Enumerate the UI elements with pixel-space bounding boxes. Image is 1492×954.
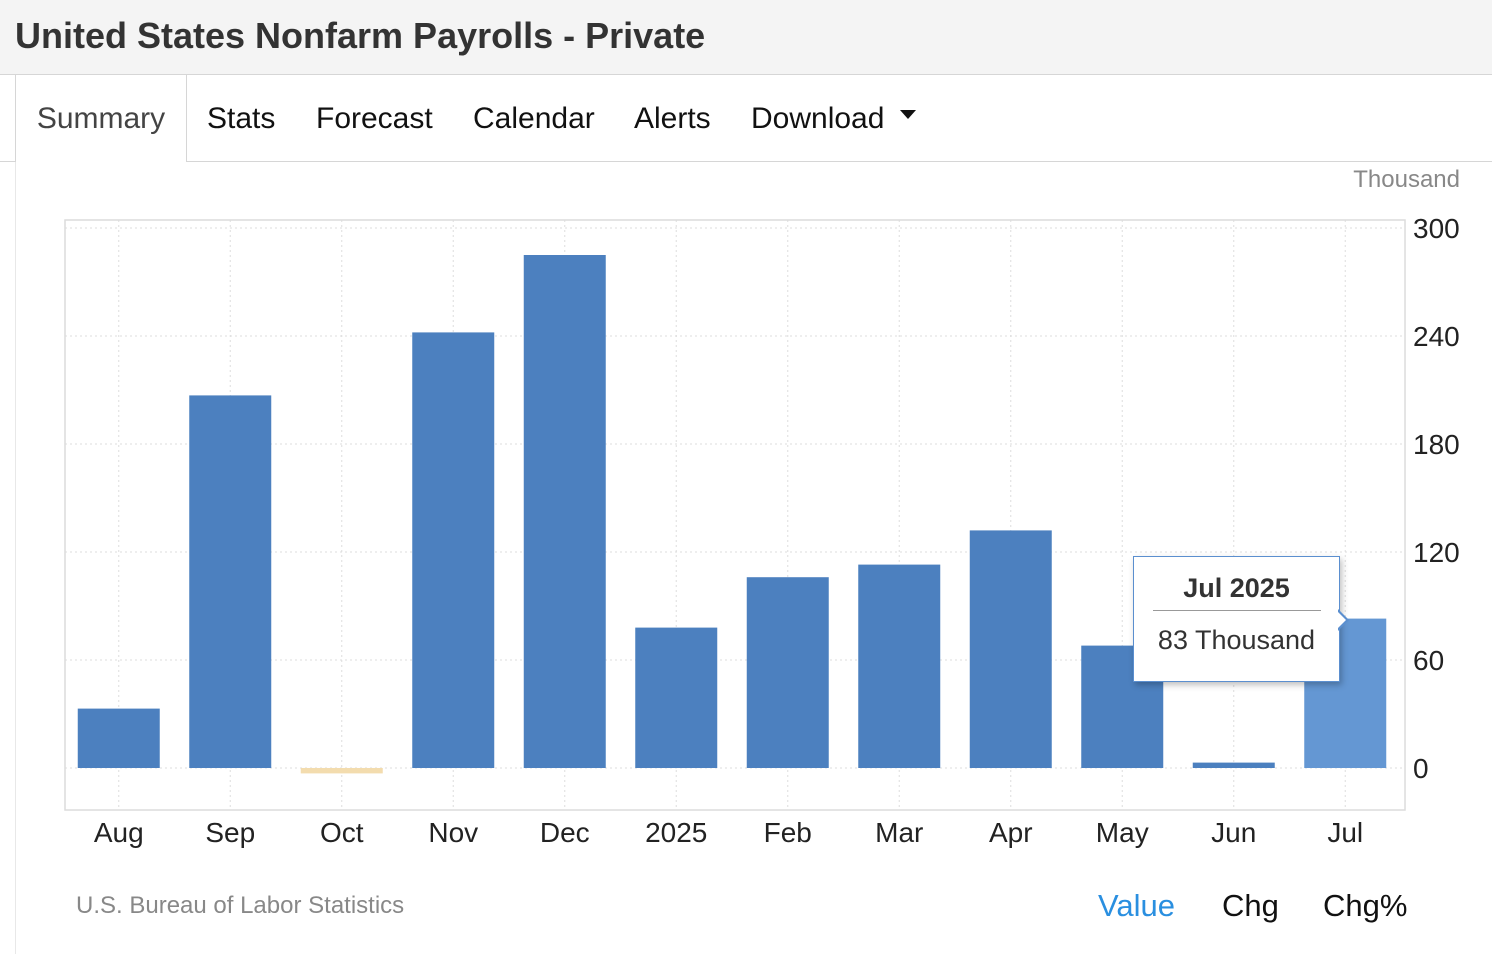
bar-nov[interactable]	[412, 332, 495, 768]
chart-tooltip: Jul 2025 83 Thousand	[1133, 556, 1340, 682]
mode-value-link[interactable]: Value	[1098, 888, 1175, 923]
y-tick-label: 300	[1413, 213, 1460, 244]
tab-alerts[interactable]: Alerts	[634, 102, 711, 135]
plot-area-border	[64, 219, 1406, 811]
unit-label: Thousand	[1353, 166, 1460, 193]
source-label: U.S. Bureau of Labor Statistics	[76, 892, 405, 919]
caret-down-icon	[900, 109, 917, 119]
bar-aug[interactable]	[77, 708, 160, 768]
tooltip-value: 83 Thousand	[1157, 625, 1316, 655]
bar-2025[interactable]	[635, 627, 718, 768]
x-tick-label: Aug	[94, 817, 144, 848]
bar-sep[interactable]	[189, 395, 272, 768]
y-tick-label: 180	[1413, 429, 1460, 460]
y-axis-ticks: 300 240 180 120 60 0	[1413, 213, 1460, 784]
x-axis-ticks: Aug Sep Oct Nov Dec 2025 Feb Mar Apr May Jun Jul	[94, 817, 1363, 848]
tab-stats[interactable]: Stats	[207, 102, 276, 135]
bar-mar[interactable]	[858, 564, 941, 768]
bar-apr[interactable]	[969, 530, 1052, 768]
bars	[77, 255, 1387, 774]
y-tick-label: 120	[1413, 537, 1460, 568]
bar-jun[interactable]	[1192, 762, 1275, 768]
page-header: United States Nonfarm Payrolls - Private	[0, 0, 1492, 75]
x-tick-label: Nov	[428, 817, 478, 848]
tab-forecast[interactable]: Forecast	[316, 102, 433, 135]
x-tick-label: Jun	[1211, 817, 1256, 848]
content-left-border	[15, 162, 16, 954]
tooltip-title: Jul 2025	[1152, 573, 1321, 611]
tab-bar: Summary Stats Forecast Calendar Alerts D…	[0, 75, 1492, 162]
x-tick-label: Sep	[205, 817, 255, 848]
x-tick-label: Jul	[1327, 817, 1363, 848]
x-tick-label: 2025	[645, 817, 707, 848]
mode-chg-percent-link[interactable]: Chg%	[1323, 888, 1408, 923]
x-tick-label: Apr	[989, 817, 1033, 848]
tab-calendar[interactable]: Calendar	[473, 102, 595, 135]
x-tick-label: Feb	[764, 817, 812, 848]
tab-download[interactable]: Download	[751, 75, 917, 161]
mode-chg-link[interactable]: Chg	[1222, 888, 1279, 923]
x-tick-label: Dec	[540, 817, 590, 848]
page-title: United States Nonfarm Payrolls - Private	[15, 15, 706, 56]
bar-dec[interactable]	[523, 255, 606, 768]
tab-download-label: Download	[751, 102, 885, 135]
bar-feb[interactable]	[746, 577, 829, 768]
tab-summary[interactable]: Summary	[15, 75, 187, 162]
x-tick-label: Oct	[320, 817, 364, 848]
tooltip-pointer-fill	[1337, 611, 1346, 629]
x-tick-label: Mar	[875, 817, 923, 848]
x-tick-label: May	[1096, 817, 1149, 848]
y-tick-label: 60	[1413, 645, 1444, 676]
y-tick-label: 0	[1413, 753, 1429, 784]
bar-oct[interactable]	[300, 768, 383, 774]
y-tick-label: 240	[1413, 321, 1460, 352]
